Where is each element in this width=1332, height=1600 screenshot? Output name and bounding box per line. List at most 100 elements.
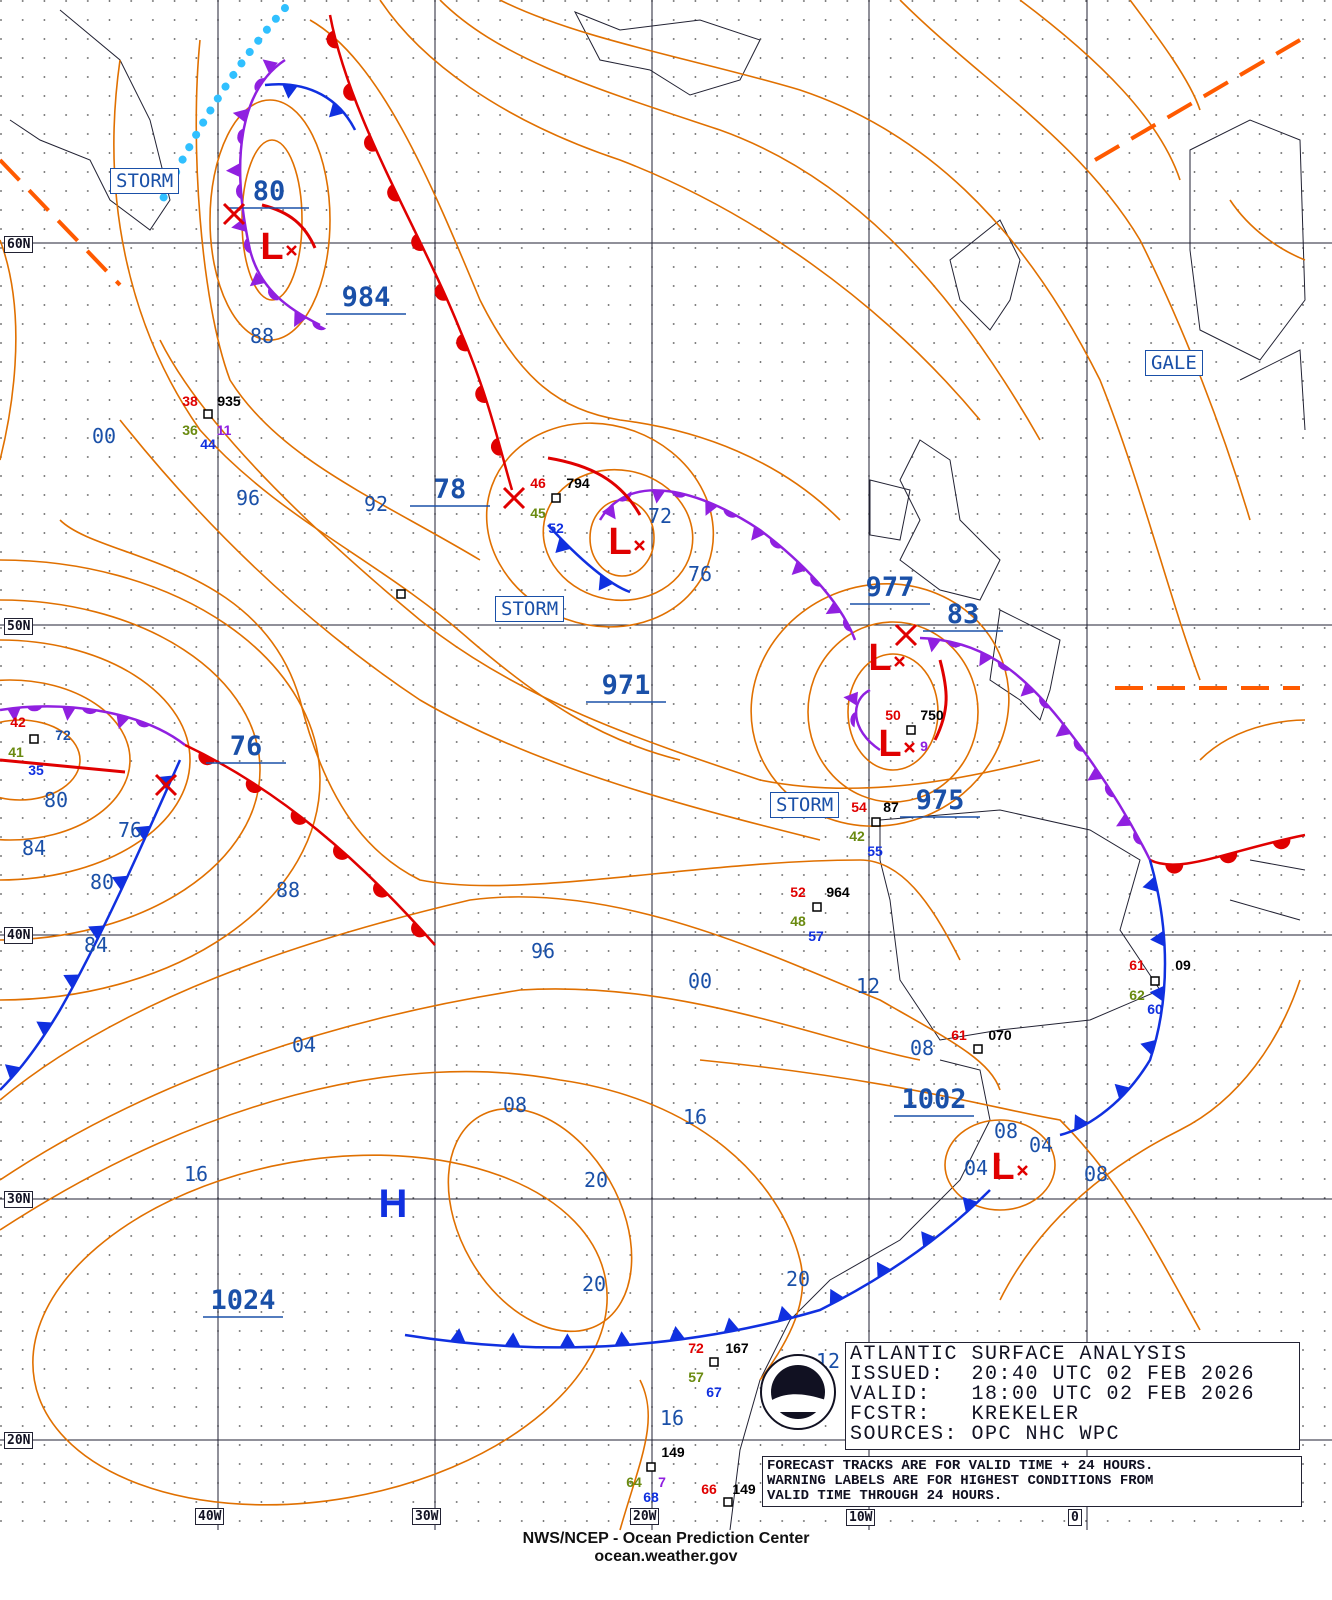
coastlines (9, 9, 1306, 1531)
warm-front-symbol (1272, 838, 1291, 850)
lat-label-40n: 40N (4, 927, 34, 944)
info-issued: ISSUED: 20:40 UTC 02 FEB 2026 (850, 1363, 1256, 1386)
cold-front-symbol (134, 825, 151, 841)
pressure-center-value: 1024 (210, 1285, 275, 1316)
ship-observation-value: 070 (988, 1027, 1012, 1043)
occluded-front-symbol (116, 713, 151, 730)
ship-station-icon (723, 1497, 733, 1507)
lon-label-20w: 20W (630, 1508, 660, 1525)
ship-observation-value: 68 (643, 1489, 659, 1505)
low-center-x-icon (634, 540, 645, 551)
ship-observation-value: 52 (548, 520, 564, 536)
warm-front-symbol (456, 334, 469, 352)
lon-label-0: 0 (1068, 1509, 1082, 1526)
pressure-center-value: 78 (434, 474, 467, 505)
footer-org: NWS/NCEP - Ocean Prediction Center (522, 1530, 810, 1547)
warm-front-symbol (1219, 851, 1238, 864)
pressure-center-value: 1002 (901, 1084, 966, 1115)
pressure-center-value: 975 (916, 785, 965, 816)
lat-label-60n: 60N (4, 236, 34, 253)
isobar-label: 88 (276, 878, 300, 902)
cold-front (264, 82, 357, 131)
lat-label-50n: 50N (4, 618, 34, 635)
forecast-track-arrow (261, 203, 317, 249)
occluded-front-symbol (1020, 681, 1051, 709)
cold-front-symbol (1142, 876, 1158, 893)
isobar-label: 76 (688, 562, 712, 586)
cold-front-symbol (598, 574, 614, 591)
isobar-label: 84 (84, 933, 108, 957)
ship-observation-value: 50 (885, 707, 901, 723)
pressure-center-value: 977 (866, 572, 915, 603)
lon-label-40w: 40W (195, 1508, 225, 1525)
lat-label-20n: 20N (4, 1432, 34, 1449)
pressure-centers: 984 971 977 975 1002 1024 80 78 83 76 H L L L L L (154, 176, 1028, 1318)
isobar-label: 20 (582, 1272, 606, 1296)
cold-front-symbol (88, 925, 105, 940)
isobar-label: 80 (90, 870, 114, 894)
pressure-center-value: 971 (602, 670, 651, 701)
cold-front-symbol (282, 83, 298, 99)
gale-warning-label: GALE (1145, 350, 1203, 376)
ship-observation-value: 44 (200, 436, 216, 452)
forecast-track-arrow (0, 758, 126, 774)
ship-observation-value: 935 (217, 393, 241, 409)
dot-grid (0, 0, 1332, 1530)
cold-front-symbol (36, 1021, 53, 1036)
ship-observation-value: 9 (920, 738, 928, 754)
isobar-label: 08 (910, 1036, 934, 1060)
pressure-center-value: 83 (947, 599, 980, 630)
ship-observation-value: 42 (10, 714, 26, 730)
isobar-label: 20 (584, 1168, 608, 1192)
forecast-position-x-icon (894, 623, 918, 647)
pressure-center-value: 984 (342, 282, 391, 313)
low-pressure-symbol: L (260, 226, 283, 268)
ship-observation-value: 60 (1147, 1001, 1163, 1017)
ship-observation-value: 62 (1129, 987, 1145, 1003)
ship-observation-value: 61 (1129, 957, 1145, 973)
occluded-front-symbol (791, 560, 822, 587)
warm-front-symbol (290, 810, 307, 825)
isobar-label: 12 (856, 974, 880, 998)
low-center-x-icon (286, 245, 297, 256)
cold-front-symbol (876, 1261, 892, 1278)
occluded-front (0, 705, 186, 746)
pressure-center-value: 76 (230, 731, 263, 762)
isobar-label: 08 (994, 1119, 1018, 1143)
ship-observation-value: 41 (8, 744, 24, 760)
warm-front-symbol (343, 83, 356, 101)
ship-observation-value: 36 (182, 422, 198, 438)
isobar-label: 96 (531, 939, 555, 963)
occluded-front-symbol (1116, 813, 1143, 845)
occluded-front-symbol (651, 488, 688, 504)
ship-station-icon (871, 817, 881, 827)
pressure-center-value: 80 (253, 176, 286, 207)
isobar-label: 72 (648, 504, 672, 528)
cold-front-symbol (449, 1328, 466, 1343)
low-pressure-symbol: L (868, 637, 891, 679)
low-center-x-icon (894, 656, 905, 667)
isobar-label: 04 (292, 1033, 316, 1057)
orange-dashed-lines (0, 38, 1302, 690)
low-center-x-icon (904, 742, 915, 753)
cold-front-symbol (504, 1332, 521, 1347)
ship-observation-value: 149 (732, 1481, 756, 1497)
ship-observation-value: 87 (883, 799, 899, 815)
ship-observation-value: 72 (688, 1340, 704, 1356)
ship-station-icon (812, 902, 822, 912)
cold-front-symbol (921, 1231, 936, 1248)
footer-url[interactable]: ocean.weather.gov (594, 1548, 738, 1565)
ship-observation-value: 38 (182, 393, 198, 409)
ship-observation-value: 54 (851, 799, 867, 815)
isobar-label: 92 (364, 492, 388, 516)
warm-front-symbol (1165, 864, 1184, 874)
footer-credit: NWS/NCEP - Ocean Prediction Center ocean.… (0, 1530, 1332, 1566)
cold-front-symbol (63, 974, 80, 989)
ship-station-icon (396, 589, 406, 599)
low-center-x-icon (1017, 1165, 1028, 1176)
warm-front-symbol (475, 385, 488, 403)
ship-observation-value: 66 (701, 1481, 717, 1497)
forecast-position-x-icon (502, 486, 526, 510)
occluded-front-symbol (6, 705, 43, 722)
